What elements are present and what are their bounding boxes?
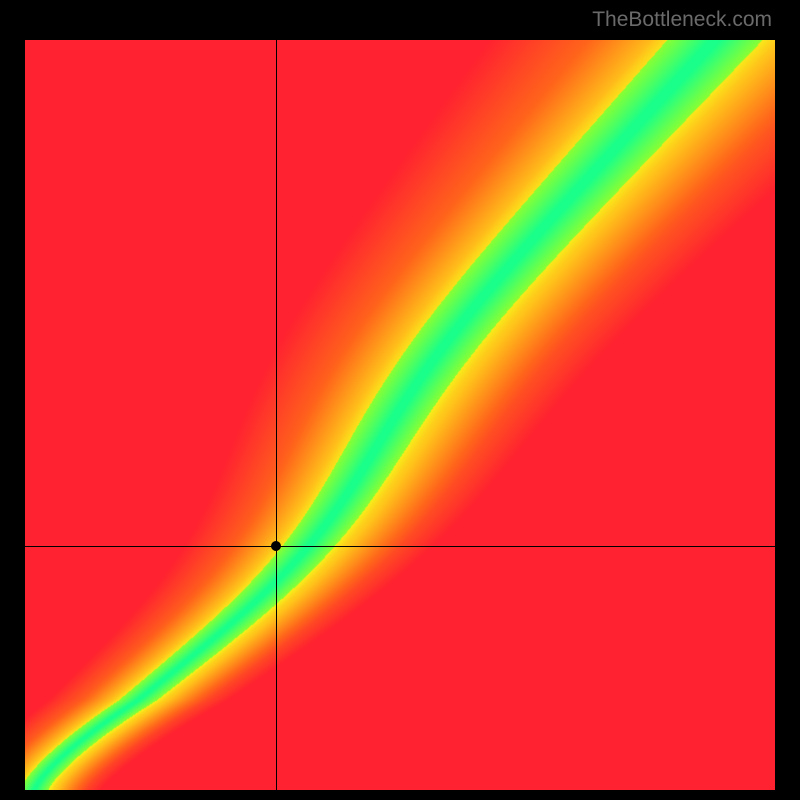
heatmap-canvas (25, 40, 775, 790)
crosshair-horizontal (25, 546, 775, 547)
attribution-text: TheBottleneck.com (592, 8, 772, 32)
bottleneck-heatmap (25, 40, 775, 790)
crosshair-vertical (276, 40, 277, 790)
